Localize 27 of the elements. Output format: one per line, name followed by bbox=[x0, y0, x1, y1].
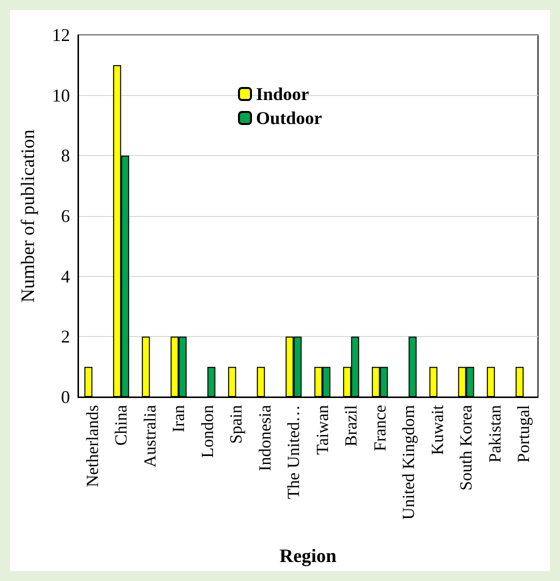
x-tick-label: Spain bbox=[226, 404, 246, 444]
x-tick-label: Netherlands bbox=[82, 405, 102, 488]
y-tick-label: 12 bbox=[52, 25, 70, 45]
x-tick-label: South Korea bbox=[456, 404, 476, 490]
y-tick-label: 2 bbox=[61, 326, 70, 347]
x-tick-label: Pakistan bbox=[485, 404, 504, 463]
x-tick-label: China bbox=[112, 404, 131, 446]
x-tick-label: Brazil bbox=[342, 404, 361, 447]
x-tick-label: United Kingdom bbox=[399, 405, 418, 520]
y-tick-label: 0 bbox=[61, 387, 70, 407]
x-tick-label: London bbox=[198, 404, 217, 458]
x-tick-label: The United… bbox=[284, 405, 304, 499]
x-tick-label: Australia bbox=[140, 404, 160, 468]
x-tick-label: Kuwait bbox=[428, 404, 447, 456]
y-axis-title: Number of publication bbox=[18, 128, 39, 303]
y-tick-label: 10 bbox=[52, 85, 70, 106]
y-tick-label: 8 bbox=[61, 146, 70, 166]
y-tick-label: 4 bbox=[61, 266, 70, 286]
x-tick-label: Taiwan bbox=[312, 404, 332, 455]
x-tick-label: France bbox=[370, 405, 390, 452]
x-tick-label: Portugal bbox=[514, 404, 534, 463]
x-tick-label: Indonesia bbox=[255, 404, 274, 472]
x-tick-label: Iran bbox=[169, 404, 188, 432]
legend-label: Outdoor bbox=[256, 108, 322, 128]
x-axis-title: Region bbox=[280, 546, 337, 567]
legend-label: Indoor bbox=[256, 84, 310, 104]
y-tick-label: 6 bbox=[61, 206, 70, 226]
